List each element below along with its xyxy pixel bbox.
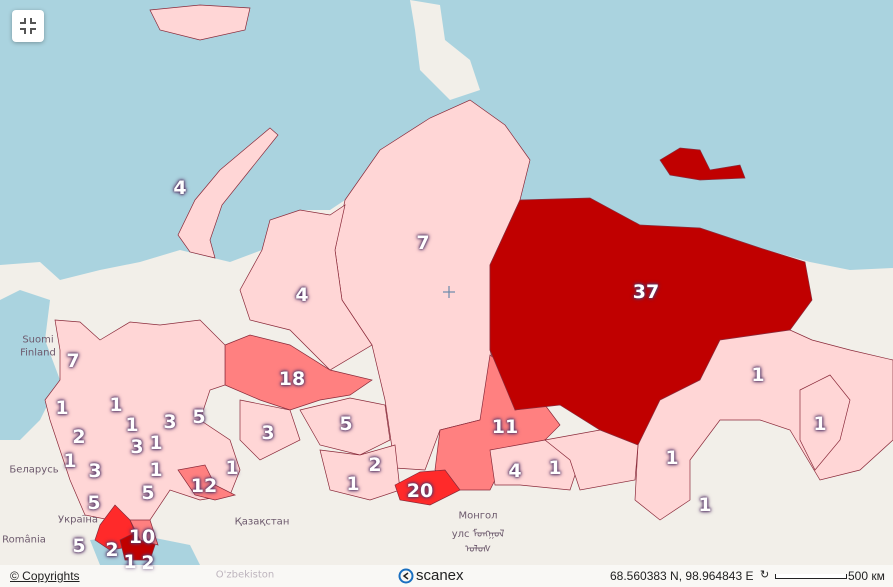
region-tuva [394, 469, 461, 506]
scanex-logo: scanex [398, 567, 464, 584]
place-label: улс ᠮᠣᠩᠭᠣᠯ [451, 529, 505, 540]
collapse-button[interactable] [12, 10, 44, 42]
region-count-label[interactable]: 12 [190, 475, 218, 497]
region-count-label[interactable]: 1 [63, 450, 77, 472]
region-count-label[interactable]: 1 [548, 457, 562, 479]
region-count-label[interactable]: 1 [698, 494, 712, 516]
region-count-label[interactable]: 1 [149, 459, 163, 481]
region-count-label[interactable]: 1 [665, 447, 679, 469]
region-count-label[interactable]: 1 [125, 414, 139, 436]
region-count-label[interactable]: 5 [141, 482, 155, 504]
region-tomsk [299, 397, 391, 456]
refresh-icon[interactable]: ↻ [760, 568, 770, 581]
copyrights-link[interactable]: © Copyrights [10, 569, 80, 583]
region-count-label[interactable]: 3 [261, 422, 275, 444]
region-count-label[interactable]: 7 [416, 232, 430, 254]
region-count-label[interactable]: 5 [72, 535, 86, 557]
logo-text: scanex [416, 567, 464, 584]
footer-bar: © Copyrights scanex 68.560383 N, 98.9648… [0, 565, 893, 587]
region-count-label[interactable]: 3 [130, 436, 144, 458]
place-label: Україна [57, 514, 99, 526]
region-count-label[interactable]: 2 [72, 426, 86, 448]
region-orenburg [177, 464, 237, 501]
region-volgograd [129, 519, 159, 546]
crosshair-icon [443, 286, 455, 298]
region-count-label[interactable]: 1 [751, 364, 765, 386]
region-count-label[interactable]: 1 [346, 473, 360, 495]
place-label: ᠤᠯᠤᠰ [464, 544, 492, 555]
place-label: Қазақстан [234, 516, 290, 528]
region-khmao [224, 334, 373, 411]
region-count-label[interactable]: 37 [632, 281, 660, 303]
region-count-label[interactable]: 4 [508, 460, 522, 482]
region-count-label[interactable]: 10 [128, 526, 156, 548]
region-kamchatka [799, 374, 851, 471]
region-count-label[interactable]: 2 [368, 454, 382, 476]
region-count-label[interactable]: 1 [813, 413, 827, 435]
region-count-label[interactable]: 3 [88, 460, 102, 482]
region-count-label[interactable]: 18 [278, 368, 306, 390]
region-count-label[interactable]: 3 [163, 411, 177, 433]
scale-label: 500 км [848, 569, 885, 583]
place-label: Finland [20, 347, 56, 359]
region-polygons [44, 4, 893, 561]
region-count-label[interactable]: 4 [295, 284, 309, 306]
place-label: Suomi [22, 334, 54, 346]
region-count-label[interactable]: 7 [66, 350, 80, 372]
region-count-label[interactable]: 2 [105, 539, 119, 561]
region-zabaykalsky [544, 429, 639, 491]
region-count-label[interactable]: 5 [192, 406, 206, 428]
region-tyumen [239, 399, 301, 461]
region-count-label[interactable]: 4 [173, 177, 187, 199]
region-count-label[interactable]: 1 [225, 457, 239, 479]
region-count-label[interactable]: 20 [406, 480, 434, 502]
cursor-coordinates: 68.560383 N, 98.964843 E [610, 569, 754, 583]
place-label: Беларусь [9, 464, 59, 476]
region-novaya-zemlya [177, 127, 279, 259]
collapse-icon [20, 18, 36, 34]
region-count-label[interactable]: 5 [87, 492, 101, 514]
region-count-label[interactable]: 1 [55, 397, 69, 419]
region-yamal [239, 204, 373, 371]
region-count-label[interactable]: 1 [109, 394, 123, 416]
region-count-label[interactable]: 11 [491, 416, 519, 438]
place-label: Монгол [458, 510, 498, 522]
region-count-label[interactable]: 1 [149, 432, 163, 454]
region-arctic-islands [149, 4, 251, 41]
region-count-label[interactable]: 5 [339, 413, 353, 435]
region-yakutia-islands [659, 147, 746, 181]
scanex-logo-icon [398, 568, 414, 583]
scale-bar [775, 574, 847, 579]
place-label: România [2, 534, 46, 546]
